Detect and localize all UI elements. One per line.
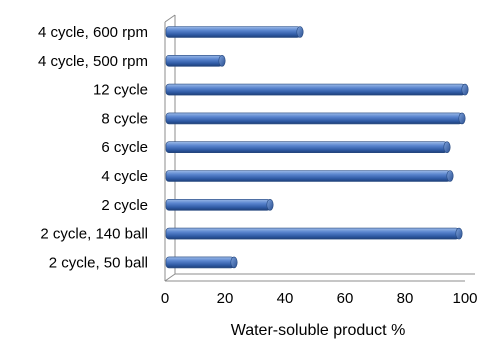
bar [165, 170, 454, 182]
category-label: 2 cycle, 50 ball [49, 254, 148, 271]
category-label: 4 cycle, 600 rpm [38, 24, 148, 41]
category-label: 6 cycle [101, 139, 148, 156]
x-tick-label: 0 [161, 290, 169, 307]
bar [165, 256, 238, 269]
axis-depth-top [164, 14, 176, 23]
x-tick-label: 60 [337, 290, 354, 307]
x-tick-label: 100 [452, 290, 477, 307]
category-label: 4 cycle [101, 168, 148, 185]
bar [165, 112, 466, 125]
bar [165, 141, 451, 153]
axis-depth-bottom [164, 273, 176, 282]
bar [165, 83, 469, 96]
x-tick-label: 40 [277, 290, 294, 307]
x-axis-ticks: 0 20 40 60 80 100 [161, 290, 478, 307]
x-axis-title: Water-soluble product % [231, 322, 406, 339]
bar [165, 227, 463, 240]
bar [165, 26, 304, 38]
bar [165, 54, 226, 67]
category-label: 2 cycle, 140 ball [40, 226, 148, 243]
category-label: 8 cycle [101, 110, 148, 127]
bar [165, 199, 274, 211]
category-label: 2 cycle [101, 197, 148, 214]
category-labels: 4 cycle, 600 rpm 4 cycle, 500 rpm 12 cycle… [38, 24, 148, 271]
bars [165, 26, 469, 269]
category-label: 12 cycle [93, 82, 148, 99]
x-tick-label: 20 [217, 290, 234, 307]
category-label: 4 cycle, 500 rpm [38, 53, 148, 70]
x-tick-label: 80 [397, 290, 414, 307]
